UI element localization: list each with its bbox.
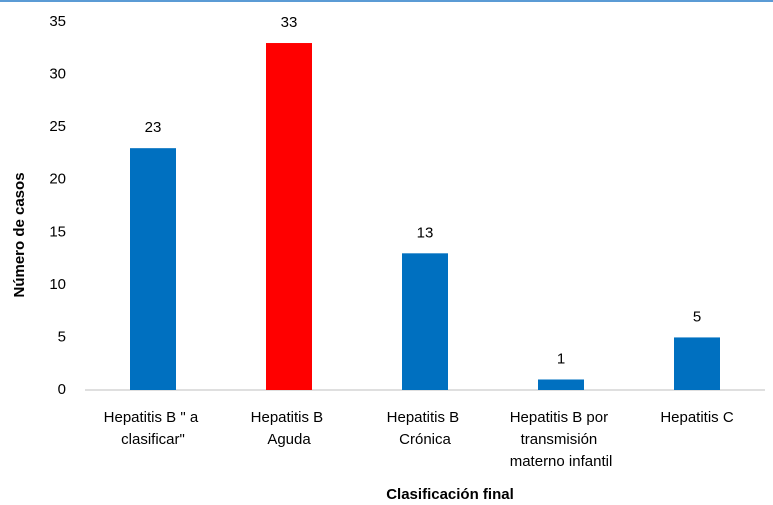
y-tick-label: 35 [49, 13, 66, 30]
data-label: 23 [145, 119, 162, 136]
data-label: 5 [693, 308, 701, 325]
x-tick-label: Hepatitis B por transmisión materno infa… [510, 409, 613, 470]
bar [674, 337, 720, 390]
x-tick-label: Hepatitis B " a clasificar" [104, 409, 203, 448]
x-tick-label: Hepatitis B Crónica [387, 409, 464, 448]
y-axis-label: Número de casos [11, 172, 28, 297]
data-label: 1 [557, 350, 565, 367]
y-tick-label: 20 [49, 171, 66, 188]
top-border [0, 0, 773, 2]
x-tick-label: Hepatitis C [660, 409, 734, 426]
x-axis-label: Clasificación final [386, 486, 514, 503]
y-tick-label: 15 [49, 223, 66, 240]
y-tick-label: 5 [58, 328, 66, 345]
bar [538, 379, 584, 390]
y-tick-label: 10 [49, 276, 66, 293]
bar [266, 43, 312, 391]
data-label: 13 [417, 224, 434, 241]
bar [402, 253, 448, 390]
y-tick-label: 30 [49, 66, 66, 83]
bar [130, 148, 176, 390]
data-label: 33 [281, 14, 298, 31]
x-tick-label: Hepatitis B Aguda [251, 409, 328, 448]
y-tick-label: 0 [58, 381, 66, 398]
y-tick-label: 25 [49, 118, 66, 135]
